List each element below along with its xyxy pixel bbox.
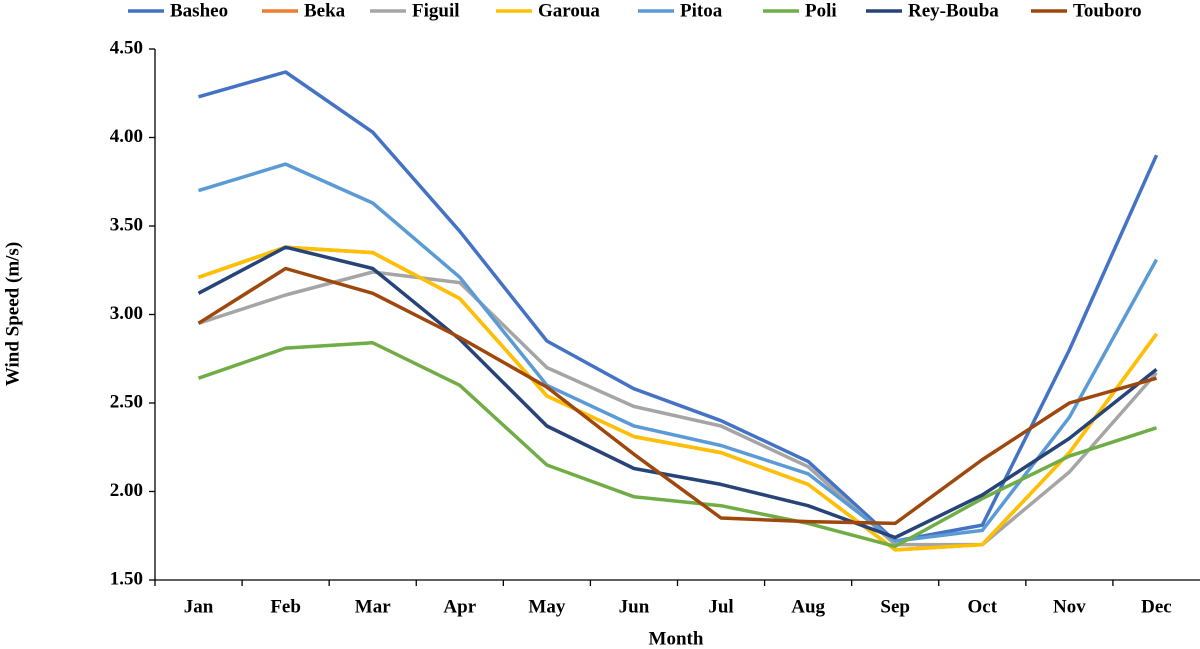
series-line <box>197 245 1158 540</box>
x-tick-label: May <box>528 596 565 617</box>
x-tick-label: Jan <box>184 596 214 617</box>
legend-label: Beka <box>304 0 346 21</box>
x-tick-label: Dec <box>1141 596 1172 617</box>
x-tick-label: Feb <box>270 596 301 617</box>
y-tick-label: 1.50 <box>110 568 143 589</box>
y-tick-label: 4.00 <box>110 126 143 147</box>
legend-label: Rey-Bouba <box>908 0 999 21</box>
y-tick-label: 3.00 <box>110 303 143 324</box>
x-tick-label: Oct <box>968 596 998 617</box>
series-line <box>198 70 1159 543</box>
x-tick-label: Apr <box>443 596 476 617</box>
series-line <box>197 341 1158 549</box>
x-tick-label: Nov <box>1053 596 1086 617</box>
series-line <box>197 270 1158 547</box>
legend-label: Touboro <box>1073 0 1142 21</box>
x-tick-label: Jul <box>708 596 733 617</box>
legend-label: Garoua <box>538 0 600 21</box>
series-line <box>197 245 1158 552</box>
x-tick-label: Sep <box>880 596 910 617</box>
series-line <box>197 266 1157 526</box>
y-axis-label: Wind Speed (m/s) <box>2 242 23 386</box>
series-line <box>197 245 1158 552</box>
series-line <box>197 162 1159 543</box>
x-tick-label: Jun <box>619 596 650 617</box>
y-tick-label: 4.50 <box>110 37 143 58</box>
y-tick-label: 2.50 <box>110 391 143 412</box>
x-axis-label: Month <box>649 628 704 649</box>
legend-label: Figuil <box>412 0 460 21</box>
y-tick-label: 2.00 <box>110 480 143 501</box>
legend-label: Basheo <box>170 0 228 21</box>
legend-label: Pitoa <box>680 0 723 21</box>
x-tick-label: Mar <box>355 596 391 617</box>
x-tick-label: Aug <box>791 596 825 617</box>
y-tick-label: 3.50 <box>110 214 143 235</box>
legend-label: Poli <box>805 0 837 21</box>
